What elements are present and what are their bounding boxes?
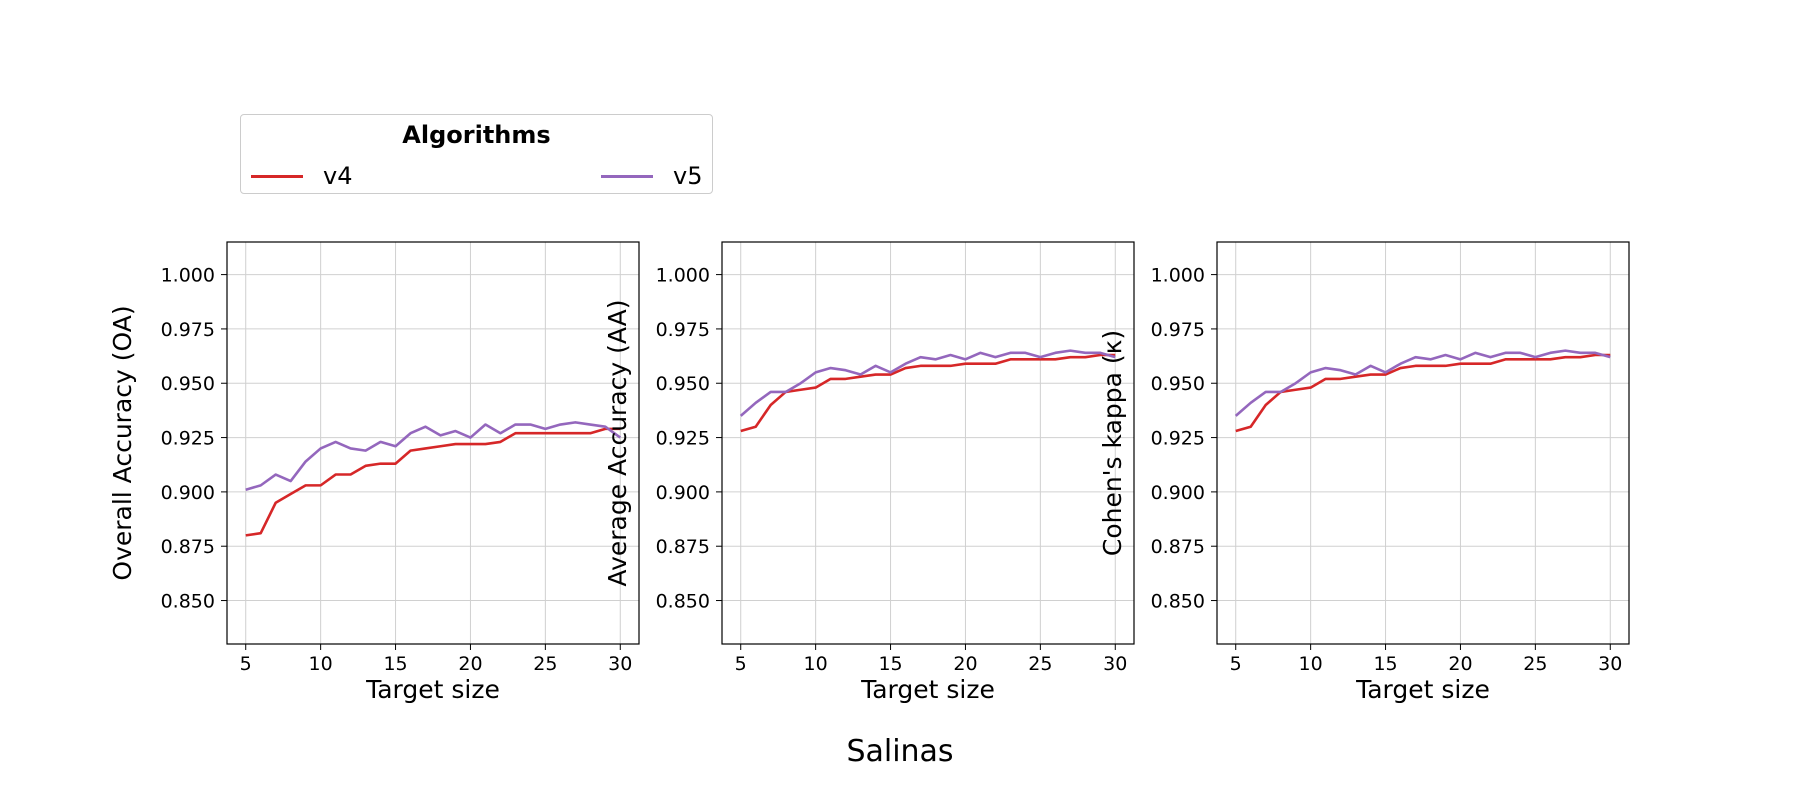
y-tick-label: 0.975 — [656, 319, 710, 341]
y-tick-label: 1.000 — [656, 265, 710, 287]
x-tick-label: 15 — [383, 653, 407, 675]
plot-frame — [721, 241, 1135, 645]
figure-suptitle: Salinas — [846, 734, 954, 769]
series-line-v4 — [1235, 353, 1611, 433]
chart-panel-2: 5 10 15 20 25 30 0.850 0.875 0.900 0.925 0.950 0.97… — [603, 241, 1135, 704]
series-line-v4 — [245, 427, 621, 537]
x-tick-label: 25 — [533, 653, 557, 675]
plot-frame — [1216, 241, 1630, 645]
x-axis-label: Target size — [365, 675, 500, 704]
x-tick-label: 20 — [953, 653, 977, 675]
legend-label-v4: v4 — [323, 162, 353, 190]
plot-frame — [226, 241, 640, 645]
legend-swatch-v4 — [251, 174, 303, 178]
y-tick-label: 0.900 — [656, 482, 710, 504]
y-tick-label: 0.925 — [1151, 428, 1205, 450]
y-tick-label: 0.850 — [1151, 591, 1205, 613]
x-tick-label: 30 — [608, 653, 632, 675]
y-tick-label: 0.950 — [161, 373, 215, 395]
legend-label-v5: v5 — [673, 162, 703, 190]
chart-panel-3: 5 10 15 20 25 30 0.850 0.875 0.900 0.925 0.950 0.97… — [1098, 241, 1630, 704]
series-line-v4 — [740, 353, 1116, 433]
x-tick-label: 15 — [1373, 653, 1397, 675]
y-tick-label: 0.900 — [161, 482, 215, 504]
x-tick-label: 5 — [1230, 653, 1242, 675]
x-tick-label: 10 — [309, 653, 333, 675]
y-tick-label: 0.950 — [656, 373, 710, 395]
y-tick-label: 0.950 — [1151, 373, 1205, 395]
x-tick-label: 30 — [1598, 653, 1622, 675]
x-axis-label: Target size — [860, 675, 995, 704]
x-tick-label: 10 — [1299, 653, 1323, 675]
y-axis-label: Average Accuracy (AA) — [603, 299, 632, 586]
legend-entry-v4: v4 — [251, 159, 352, 193]
y-axis-label: Overall Accuracy (OA) — [108, 305, 137, 580]
y-tick-label: 0.900 — [1151, 482, 1205, 504]
series-line-v5 — [245, 421, 622, 491]
y-axis-label: Cohen's kappa (κ) — [1098, 330, 1127, 556]
y-tick-label: 0.850 — [656, 591, 710, 613]
legend-swatch-v5 — [601, 174, 653, 178]
x-tick-label: 25 — [1523, 653, 1547, 675]
y-tick-label: 1.000 — [161, 265, 215, 287]
x-tick-label: 20 — [458, 653, 482, 675]
x-tick-label: 20 — [1448, 653, 1472, 675]
y-tick-label: 0.875 — [161, 536, 215, 558]
y-tick-label: 0.875 — [1151, 536, 1205, 558]
x-tick-label: 5 — [735, 653, 747, 675]
y-tick-label: 0.975 — [1151, 319, 1205, 341]
series-line-v5 — [1234, 349, 1611, 417]
series-line-v5 — [739, 349, 1116, 417]
y-tick-label: 0.975 — [161, 319, 215, 341]
x-tick-label: 5 — [240, 653, 252, 675]
y-tick-label: 0.925 — [161, 428, 215, 450]
x-axis-label: Target size — [1355, 675, 1490, 704]
x-tick-label: 25 — [1028, 653, 1052, 675]
y-tick-label: 1.000 — [1151, 265, 1205, 287]
legend: Algorithms v4 v5 — [240, 114, 713, 194]
x-tick-label: 10 — [804, 653, 828, 675]
legend-title: Algorithms — [402, 121, 551, 149]
y-tick-label: 0.875 — [656, 536, 710, 558]
x-tick-label: 30 — [1103, 653, 1127, 675]
legend-entry-v5: v5 — [601, 159, 702, 193]
x-tick-label: 15 — [878, 653, 902, 675]
y-tick-label: 0.925 — [656, 428, 710, 450]
y-tick-label: 0.850 — [161, 591, 215, 613]
chart-panel-1: 5 10 15 20 25 30 0.850 0.875 0.900 0.925 0.950 0.97… — [108, 241, 640, 704]
